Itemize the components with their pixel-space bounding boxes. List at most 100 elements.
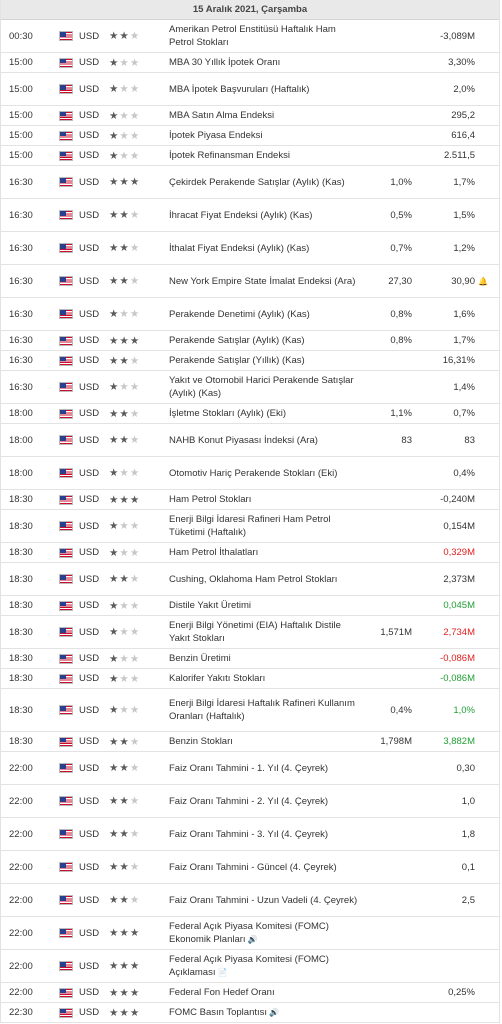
event-row[interactable]: 18:30 USD ★ ★ ★ Benzin Üretimi -0,086M: [1, 649, 499, 669]
event-name[interactable]: Benzin Üretimi: [169, 652, 364, 665]
us-flag-icon: [59, 243, 73, 253]
event-name[interactable]: MBA İpotek Başvuruları (Haftalık): [169, 83, 364, 96]
event-row[interactable]: 22:00 USD ★ ★ ★ Federal Fon Hedef Oranı 0,25%: [1, 983, 499, 1003]
event-name[interactable]: Faiz Oranı Tahmini - Güncel (4. Çeyrek): [169, 861, 364, 874]
importance-stars: ★ ★ ★: [109, 960, 169, 972]
event-row[interactable]: 15:00 USD ★ ★ ★ İpotek Refinansman Endeksi 2.5…: [1, 146, 499, 166]
event-row[interactable]: 22:00 USD ★ ★ ★ Federal Açık Piyasa Komitesi …: [1, 917, 499, 950]
event-row[interactable]: 22:00 USD ★ ★ ★ Federal Açık Piyasa Komitesi …: [1, 950, 499, 983]
event-row[interactable]: 16:30 USD ★ ★ ★ Yakıt ve Otomobil Harici Pera…: [1, 371, 499, 404]
speaker-icon[interactable]: 🔊: [247, 935, 258, 944]
forecast-value: 1,5%: [453, 209, 475, 221]
event-row[interactable]: 18:30 USD ★ ★ ★ Benzin Stokları 1,798M 3,882M: [1, 732, 499, 752]
star-icon: ★: [129, 176, 140, 188]
event-name[interactable]: Amerikan Petrol Enstitüsü Haftalık Ham P…: [169, 23, 364, 49]
bell-icon[interactable]: 🔔: [478, 276, 488, 286]
event-name[interactable]: Perakende Satışlar (Aylık) (Kas): [169, 334, 364, 347]
us-flag-icon: [59, 435, 73, 445]
event-name[interactable]: İpotek Refinansman Endeksi: [169, 149, 364, 162]
event-row[interactable]: 00:30 USD ★ ★ ★ Amerikan Petrol Enstitüsü Haf…: [1, 20, 499, 53]
document-icon[interactable]: 📄: [217, 968, 228, 977]
event-name[interactable]: Ham Petrol İthalatları: [169, 546, 364, 559]
event-name[interactable]: İthalat Fiyat Endeksi (Aylık) (Kas): [169, 242, 364, 255]
event-row[interactable]: 16:30 USD ★ ★ ★ Perakende Satışlar (Aylık) (K…: [1, 331, 499, 351]
star-icon: ★: [119, 861, 129, 873]
event-row[interactable]: 18:30 USD ★ ★ ★ Enerji Bilgi İdaresi Rafineri…: [1, 510, 499, 543]
star-icon: ★: [129, 275, 140, 287]
event-name[interactable]: Distile Yakıt Üretimi: [169, 599, 364, 612]
event-name[interactable]: Kalorifer Yakıtı Stokları: [169, 672, 364, 685]
event-row[interactable]: 22:00 USD ★ ★ ★ Faiz Oranı Tahmini - 1. Yıl (…: [1, 752, 499, 785]
event-name[interactable]: Faiz Oranı Tahmini - 3. Yıl (4. Çeyrek): [169, 828, 364, 841]
event-name[interactable]: MBA 30 Yıllık İpotek Oranı: [169, 56, 364, 69]
event-row[interactable]: 16:30 USD ★ ★ ★ Çekirdek Perakende Satışlar (…: [1, 166, 499, 199]
event-name[interactable]: Otomotiv Hariç Perakende Stokları (Eki): [169, 467, 364, 480]
event-row[interactable]: 22:00 USD ★ ★ ★ Faiz Oranı Tahmini - Uzun Vad…: [1, 884, 499, 917]
event-row[interactable]: 16:30 USD ★ ★ ★ Perakende Satışlar (Yıllık) (…: [1, 351, 499, 371]
importance-stars: ★ ★ ★: [109, 494, 169, 506]
event-row[interactable]: 18:30 USD ★ ★ ★ Enerji Bilgi İdaresi Haftalık…: [1, 689, 499, 732]
event-row[interactable]: 16:30 USD ★ ★ ★ İthalat Fiyat Endeksi (Aylık)…: [1, 232, 499, 265]
event-name[interactable]: Ham Petrol Stokları: [169, 493, 364, 506]
event-name[interactable]: Perakende Denetimi (Aylık) (Kas): [169, 308, 364, 321]
event-name[interactable]: MBA Satın Alma Endeksi: [169, 109, 364, 122]
event-name-text: Federal Fon Hedef Oranı: [169, 987, 275, 998]
star-icon: ★: [129, 308, 140, 320]
event-time: 15:00: [9, 130, 33, 141]
event-row[interactable]: 16:30 USD ★ ★ ★ New York Empire State İmalat …: [1, 265, 499, 298]
event-name[interactable]: Enerji Bilgi Yönetimi (EIA) Haftalık Dis…: [169, 619, 364, 645]
event-row[interactable]: 22:30 USD ★ ★ ★ FOMC Basın Toplantısı 🔊: [1, 1003, 499, 1023]
event-name-text: Faiz Oranı Tahmini - Uzun Vadeli (4. Çey…: [169, 894, 358, 906]
event-row[interactable]: 15:00 USD ★ ★ ★ İpotek Piyasa Endeksi 616,4: [1, 126, 499, 146]
star-icon: ★: [109, 626, 119, 638]
event-name[interactable]: İpotek Piyasa Endeksi: [169, 129, 364, 142]
event-row[interactable]: 18:30 USD ★ ★ ★ Kalorifer Yakıtı Stokları -0,0…: [1, 669, 499, 689]
event-name-text: Perakende Satışlar (Aylık) (Kas): [169, 335, 305, 346]
event-row[interactable]: 15:00 USD ★ ★ ★ MBA 30 Yıllık İpotek Oranı 3,3…: [1, 53, 499, 73]
event-row[interactable]: 22:00 USD ★ ★ ★ Faiz Oranı Tahmini - Güncel (…: [1, 851, 499, 884]
speaker-icon[interactable]: 🔊: [269, 1008, 279, 1017]
event-row[interactable]: 15:00 USD ★ ★ ★ MBA İpotek Başvuruları (Hafta…: [1, 73, 499, 106]
event-name[interactable]: Çekirdek Perakende Satışlar (Aylık) (Kas…: [169, 176, 364, 189]
event-name[interactable]: Faiz Oranı Tahmini - 2. Yıl (4. Çeyrek): [169, 795, 364, 808]
event-row[interactable]: 18:00 USD ★ ★ ★ İşletme Stokları (Aylık) (Eki…: [1, 404, 499, 424]
event-name[interactable]: Federal Açık Piyasa Komitesi (FOMC) Açık…: [169, 953, 364, 979]
event-name[interactable]: Enerji Bilgi İdaresi Haftalık Rafineri K…: [169, 697, 364, 723]
event-name[interactable]: Cushing, Oklahoma Ham Petrol Stokları: [169, 573, 364, 586]
flag-cell: [59, 57, 77, 68]
star-icon: ★: [109, 467, 119, 479]
event-name[interactable]: Benzin Stokları: [169, 735, 364, 748]
event-row[interactable]: 16:30 USD ★ ★ ★ İhracat Fiyat Endeksi (Aylık)…: [1, 199, 499, 232]
event-row[interactable]: 22:00 USD ★ ★ ★ Faiz Oranı Tahmini - 2. Yıl (…: [1, 785, 499, 818]
event-row[interactable]: 22:00 USD ★ ★ ★ Faiz Oranı Tahmini - 3. Yıl (…: [1, 818, 499, 851]
event-name[interactable]: Federal Açık Piyasa Komitesi (FOMC) Ekon…: [169, 920, 364, 946]
event-row[interactable]: 16:30 USD ★ ★ ★ Perakende Denetimi (Aylık) (K…: [1, 298, 499, 331]
event-row[interactable]: 18:30 USD ★ ★ ★ Ham Petrol Stokları -0,240M: [1, 490, 499, 510]
us-flag-icon: [59, 600, 73, 611]
event-time: 16:30: [9, 242, 33, 254]
event-name[interactable]: NAHB Konut Piyasası İndeksi (Ara): [169, 434, 364, 447]
star-icon: ★: [109, 762, 119, 774]
event-row[interactable]: 18:30 USD ★ ★ ★ Cushing, Oklahoma Ham Petrol …: [1, 563, 499, 596]
event-name[interactable]: İşletme Stokları (Aylık) (Eki): [169, 407, 364, 420]
star-icon: ★: [119, 599, 129, 612]
us-flag-icon: [59, 276, 73, 286]
event-name[interactable]: Federal Fon Hedef Oranı: [169, 986, 364, 999]
flag-cell: [59, 521, 77, 531]
event-name[interactable]: FOMC Basın Toplantısı 🔊: [169, 1006, 364, 1019]
star-icon: ★: [129, 828, 140, 840]
event-row[interactable]: 15:00 USD ★ ★ ★ MBA Satın Alma Endeksi 295,2: [1, 106, 499, 126]
event-row[interactable]: 18:30 USD ★ ★ ★ Ham Petrol İthalatları 0,329M: [1, 543, 499, 563]
event-name[interactable]: Perakende Satışlar (Yıllık) (Kas): [169, 354, 364, 367]
event-name[interactable]: Faiz Oranı Tahmini - 1. Yıl (4. Çeyrek): [169, 762, 364, 775]
event-name[interactable]: New York Empire State İmalat Endeksi (Ar…: [169, 275, 364, 288]
event-row[interactable]: 18:30 USD ★ ★ ★ Distile Yakıt Üretimi 0,045M: [1, 596, 499, 616]
event-name[interactable]: Faiz Oranı Tahmini - Uzun Vadeli (4. Çey…: [169, 894, 364, 907]
event-row[interactable]: 18:00 USD ★ ★ ★ Otomotiv Hariç Perakende Stok…: [1, 457, 499, 490]
event-name-text: Perakende Denetimi (Aylık) (Kas): [169, 308, 310, 320]
event-name[interactable]: Yakıt ve Otomobil Harici Perakende Satış…: [169, 374, 364, 400]
event-row[interactable]: 18:30 USD ★ ★ ★ Enerji Bilgi Yönetimi (EIA) H…: [1, 616, 499, 649]
event-name[interactable]: İhracat Fiyat Endeksi (Aylık) (Kas): [169, 209, 364, 222]
event-row[interactable]: 18:00 USD ★ ★ ★ NAHB Konut Piyasası İndeksi (…: [1, 424, 499, 457]
event-name[interactable]: Enerji Bilgi İdaresi Rafineri Ham Petrol…: [169, 513, 364, 539]
